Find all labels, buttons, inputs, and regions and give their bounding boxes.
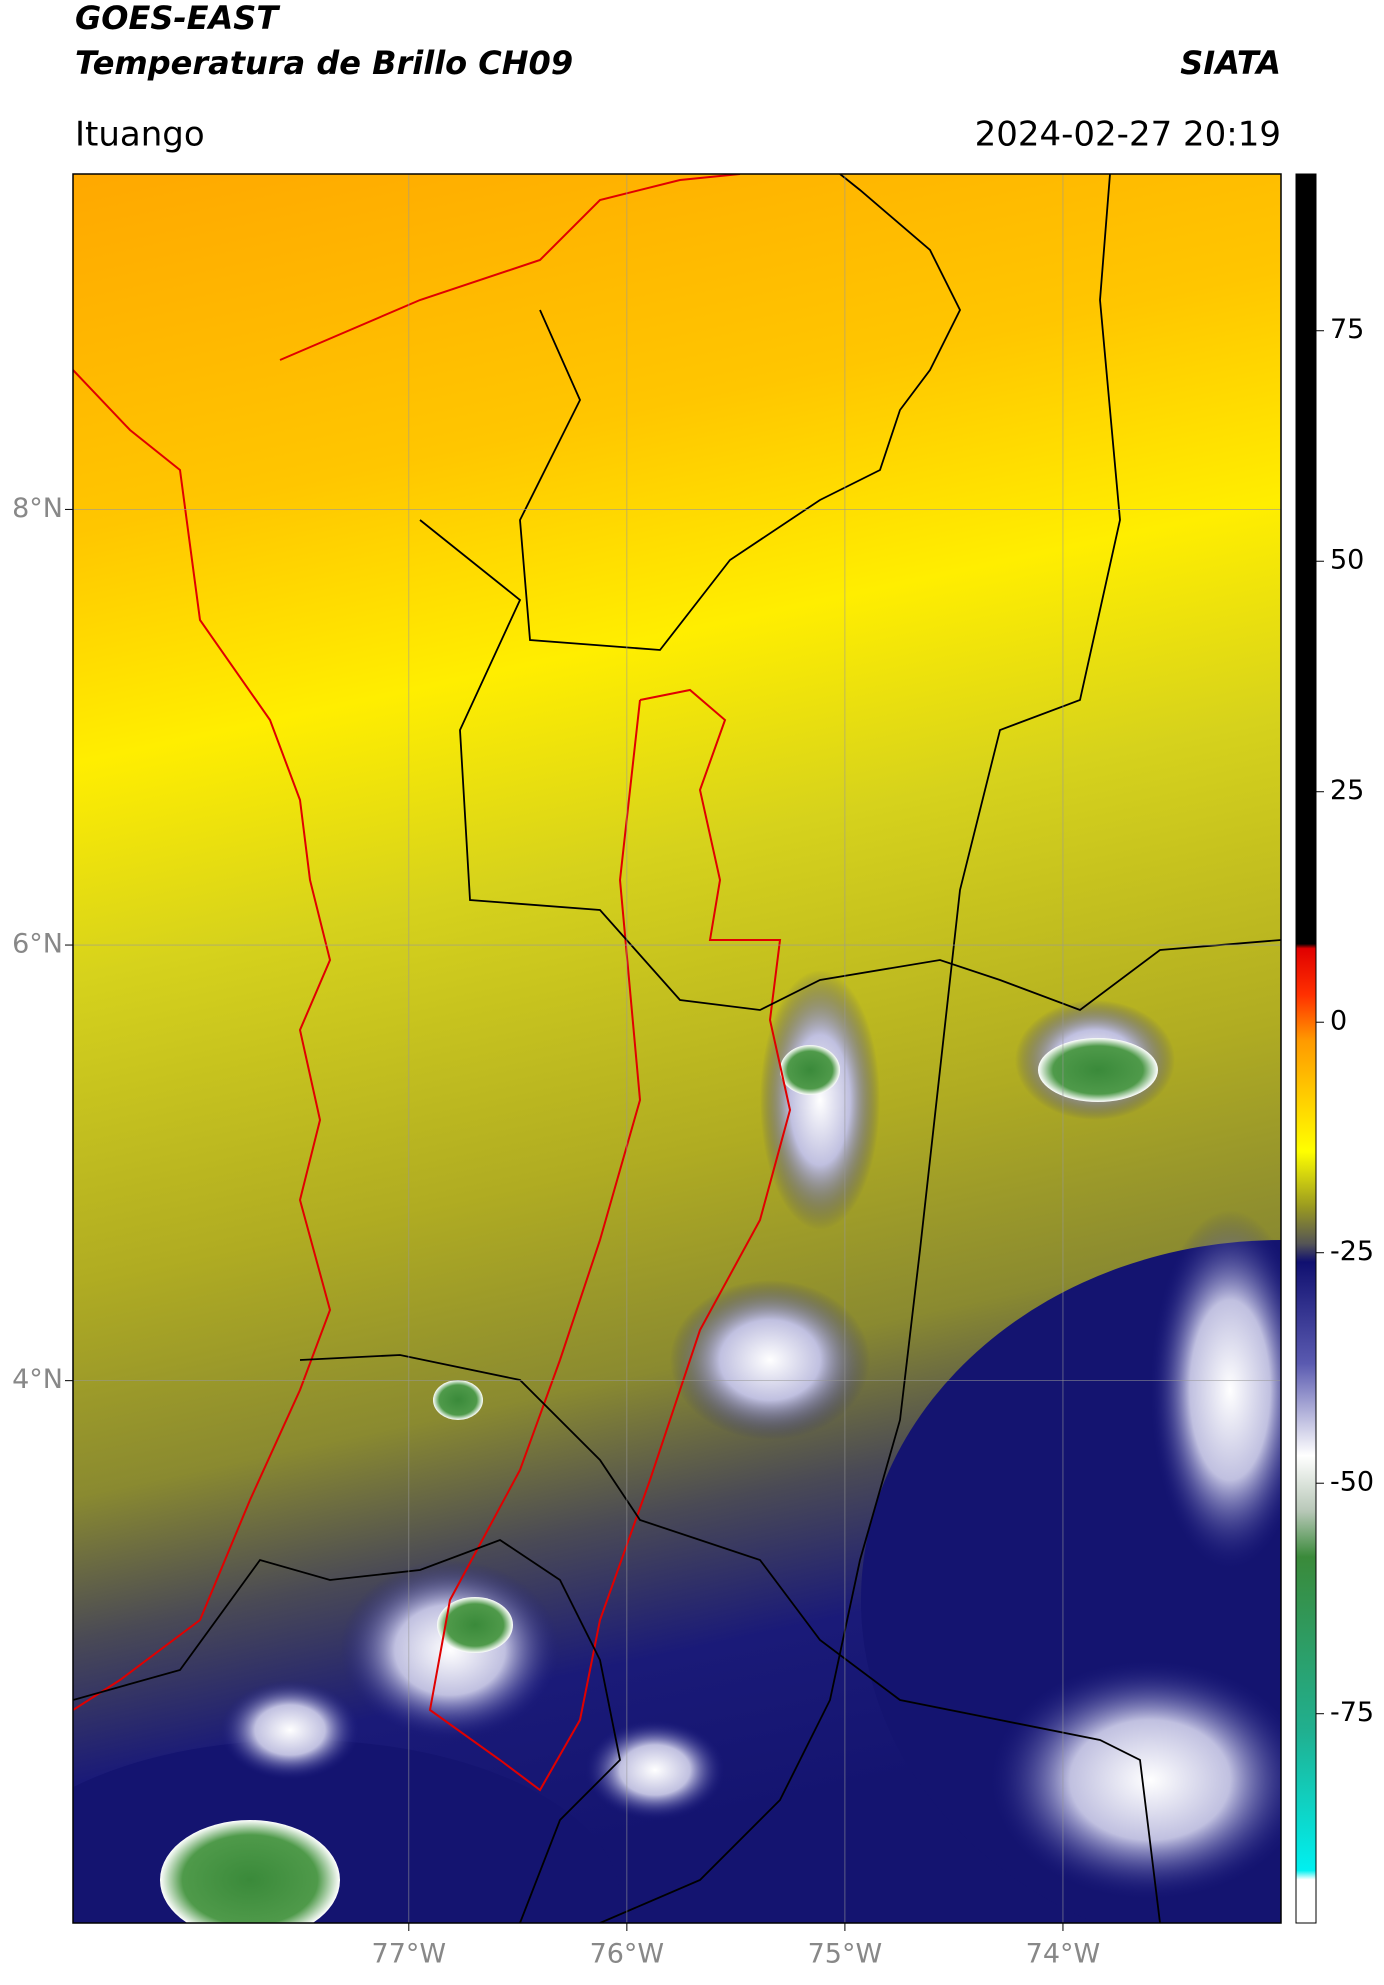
coastline [73, 369, 332, 1711]
colorbar-tick-label: -25 [1330, 1236, 1374, 1267]
colorbar-tick-label: 75 [1330, 314, 1364, 345]
border [419, 519, 1281, 1012]
map-frame [72, 173, 1282, 1924]
colorbar-tick-label: 25 [1330, 775, 1364, 806]
cloud [585, 1720, 725, 1820]
x-tick-label: 74°W [1026, 1939, 1101, 1970]
map-image [73, 174, 1281, 1923]
datetime: 2024-02-27 20:19 [975, 115, 1281, 155]
cloud-core [433, 1380, 483, 1420]
y-tick-label: 4°N [12, 1364, 63, 1395]
cloud-core [437, 1597, 513, 1653]
y-tick-label: 6°N [12, 929, 63, 960]
subtitle: Temperatura de Brillo CH09 [75, 44, 573, 82]
cloud [760, 970, 880, 1230]
cloud-core [1038, 1038, 1158, 1102]
cloud-core [780, 1045, 840, 1095]
colorbar [1295, 173, 1317, 1924]
border [299, 1354, 1161, 1923]
cloud [990, 1660, 1281, 1900]
cloud [340, 1560, 560, 1740]
x-tick-label: 75°W [808, 1939, 883, 1970]
cloud-core [160, 1820, 340, 1923]
border [599, 174, 1121, 1923]
cloud [1150, 1210, 1281, 1570]
region: Ituango [75, 115, 205, 155]
coastline [279, 174, 741, 361]
border [519, 174, 962, 651]
cloud [220, 1680, 360, 1780]
brand: SIATA [1180, 44, 1281, 82]
colorbar-tick-label: -75 [1330, 1697, 1374, 1728]
x-tick-label: 77°W [372, 1939, 447, 1970]
x-tick-label: 76°W [590, 1939, 665, 1970]
basin-outline [428, 688, 792, 1792]
border [73, 1538, 621, 1923]
y-tick-label: 8°N [12, 493, 63, 524]
graticule [65, 174, 1281, 1931]
title: GOES-EAST [75, 0, 280, 37]
colorbar-tick-label: -50 [1330, 1467, 1374, 1498]
cloud [670, 1280, 870, 1440]
colorbar-tick-label: 50 [1330, 545, 1364, 576]
colorbar-tick-label: 0 [1330, 1006, 1347, 1037]
